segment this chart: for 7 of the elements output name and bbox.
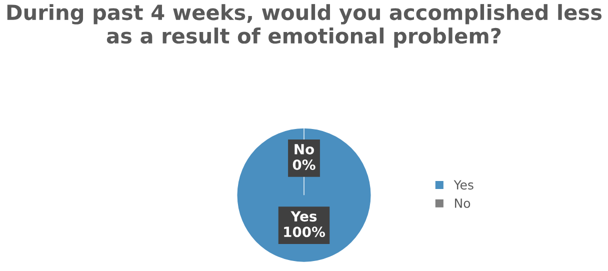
chart-title: During past 4 weeks, would you accomplished less as a result of emotional problem? [7, 4, 602, 48]
slice-label: Yes [290, 211, 317, 222]
data-label: 100% [284, 226, 326, 238]
legend-label: Yes [454, 180, 474, 190]
text: 0% [292, 160, 316, 170]
legend-label: No [455, 198, 470, 208]
category-label: No [294, 144, 314, 154]
